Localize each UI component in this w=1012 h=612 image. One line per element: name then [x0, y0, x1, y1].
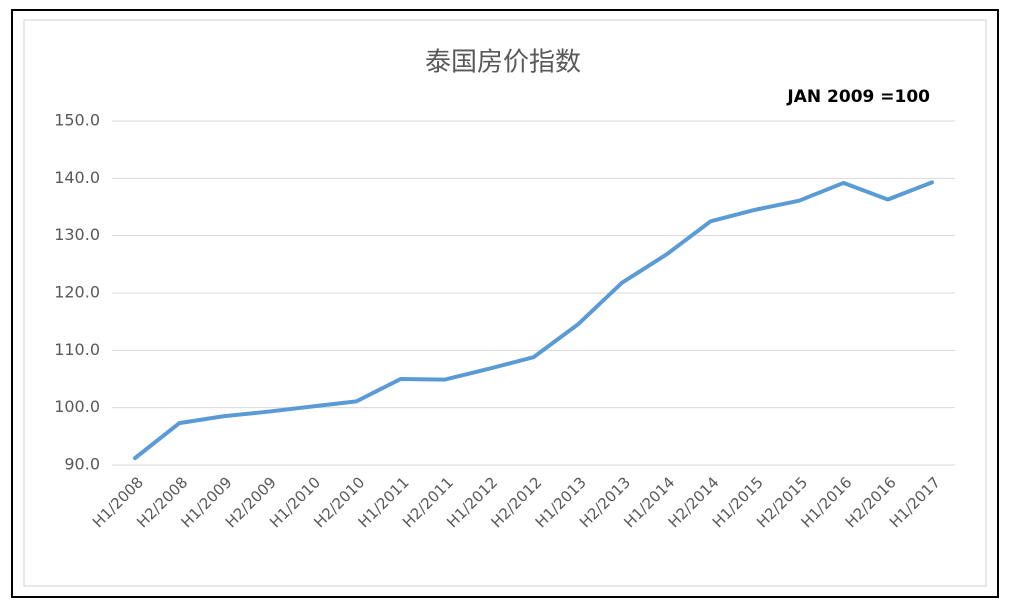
y-tick-label: 110.0 [54, 340, 100, 359]
annotation: JAN 2009 =100 [786, 87, 930, 107]
chart-title: 泰国房价指数 [425, 48, 581, 78]
y-tick-label: 100.0 [54, 397, 100, 416]
y-tick-label: 90.0 [64, 455, 100, 474]
y-tick-label: 120.0 [54, 283, 100, 302]
chart-frame [23, 19, 987, 587]
outer-frame [11, 9, 999, 598]
data-line [133, 180, 934, 461]
y-tick-label: 150.0 [54, 111, 100, 130]
y-tick-label: 130.0 [54, 225, 100, 244]
y-tick-label: 140.0 [54, 168, 100, 187]
